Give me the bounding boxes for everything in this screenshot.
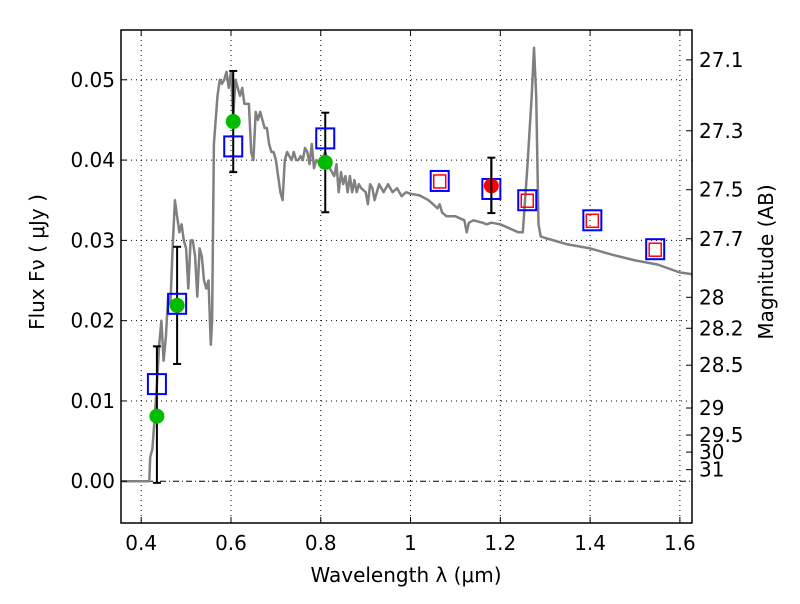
x-tick-label: 0.8	[305, 531, 337, 555]
model-square	[315, 127, 336, 150]
right-tick-label: 27.5	[699, 178, 744, 202]
y-tick-label: 0.01	[70, 389, 115, 413]
model-sed-line	[121, 46, 692, 483]
model-square	[582, 209, 603, 232]
x-tick-label: 0.6	[215, 531, 247, 555]
right-tick-label: 31	[699, 458, 724, 482]
y-tick-label: 0.00	[70, 469, 115, 493]
right-tick-label: 29	[699, 396, 724, 420]
observed-point	[149, 408, 165, 424]
grid	[121, 30, 692, 523]
x-axis-label: Wavelength λ (μm)	[310, 563, 501, 587]
right-tick-label: 27.3	[699, 119, 744, 143]
observed-point	[225, 114, 241, 130]
right-tick-label: 28.2	[699, 316, 744, 340]
x-tick-label: 1.4	[574, 531, 606, 555]
y-axis-label: Flux Fν ( μJy )	[25, 194, 49, 330]
model-square	[146, 373, 167, 396]
y-tick-label: 0.04	[70, 148, 115, 172]
plot-frame	[120, 29, 693, 524]
model-inner-square	[585, 213, 600, 229]
model-square	[517, 189, 538, 212]
observed-point	[169, 297, 185, 313]
plot-content	[121, 46, 692, 484]
model-square	[429, 169, 450, 192]
right-axis-label: Magnitude (AB)	[754, 184, 778, 339]
model-square	[223, 135, 244, 158]
x-tick-label: 0.4	[125, 531, 157, 555]
model-square	[167, 292, 188, 315]
ticks	[121, 30, 692, 523]
model-square	[645, 238, 666, 261]
y-tick-label: 0.03	[70, 228, 115, 252]
model-inner-square	[648, 242, 662, 257]
y-tick-label: 0.02	[70, 309, 115, 333]
right-tick-label: 30	[699, 440, 724, 464]
right-tick-label: 29.5	[699, 423, 744, 447]
right-tick-label: 27.7	[699, 227, 744, 251]
right-tick-label: 27.1	[699, 48, 744, 72]
model-inner-square	[520, 193, 535, 208]
tick-labels: 0.4 0.6 0.8 1 1.2 1.4 1.6 0.00 0.01 0.02 0.03 0.04 0…	[70, 48, 743, 555]
x-tick-label: 1	[404, 531, 417, 555]
observed-point	[317, 154, 333, 170]
right-tick-label: 28	[699, 285, 724, 309]
x-tick-label: 1.6	[664, 531, 696, 555]
x-tick-label: 1.2	[484, 531, 516, 555]
y-tick-label: 0.05	[70, 68, 115, 92]
model-inner-square	[432, 174, 447, 189]
right-tick-label: 28.5	[699, 353, 744, 377]
